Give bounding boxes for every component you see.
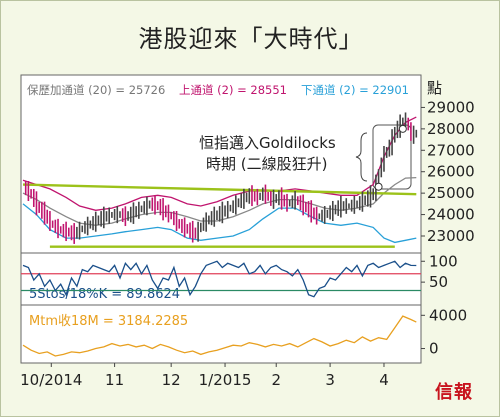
stochastic-line (22, 260, 417, 298)
price-axis-unit: 點 (427, 79, 442, 97)
x-tick-label: 1/2015 (199, 371, 252, 389)
momentum-y-tick-label: 4000 (429, 306, 467, 324)
annotation-brace (355, 132, 368, 182)
price-y-tick-label: 29000 (427, 98, 475, 116)
annotation-box (372, 124, 412, 190)
x-tick-label: 3 (325, 371, 335, 389)
publisher-logo: 信報 (435, 382, 473, 403)
momentum-line (22, 315, 417, 357)
annotation-marker-high (398, 124, 407, 133)
stochastic-label: 5Stos/18%K = 89.8624 (29, 287, 180, 302)
price-y-tick-label: 23000 (427, 227, 475, 245)
momentum-y-tick-label: 0 (429, 340, 439, 358)
x-tick-label: 11 (105, 371, 124, 389)
stochastic-y-tick-label: 100 (429, 252, 458, 270)
x-tick-label: 4 (379, 371, 389, 389)
stochastic-panel-frame (20, 252, 422, 306)
annotation-line1: 恒指邁入Goldilocks (199, 134, 336, 152)
momentum-label: Mtm收18M = 3184.2285 (29, 314, 188, 329)
legend-upper: 上通道 (2) = 28551 (179, 83, 287, 97)
price-y-tick-label: 28000 (427, 120, 475, 138)
stochastic-y-tick-label: 50 (429, 273, 448, 291)
price-series-trend-4 (22, 183, 417, 196)
x-tick-label: 2 (271, 371, 281, 389)
price-series-lower-3 (22, 203, 417, 244)
annotation-line2: 時期 (二線股狂升) (206, 155, 327, 173)
legend-lower: 下通道 (2) = 22901 (301, 83, 409, 97)
price-y-tick-label: 24000 (427, 206, 475, 224)
legend-sma: 保歷加通道 (20) = 25726 (27, 83, 165, 97)
price-y-tick-label: 25000 (427, 184, 475, 202)
x-tick-label: 12 (162, 371, 181, 389)
price-y-tick-label: 26000 (427, 163, 475, 181)
momentum-panel-frame (20, 304, 422, 364)
annotation-marker-low (374, 182, 383, 191)
page-title: 港股迎來「大時代」 (138, 25, 364, 53)
price-series-upper-2 (22, 116, 417, 211)
x-tick-label: 10/2014 (20, 371, 82, 389)
price-y-tick-label: 27000 (427, 141, 475, 159)
